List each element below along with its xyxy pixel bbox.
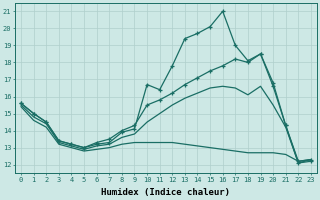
X-axis label: Humidex (Indice chaleur): Humidex (Indice chaleur) bbox=[101, 188, 230, 197]
